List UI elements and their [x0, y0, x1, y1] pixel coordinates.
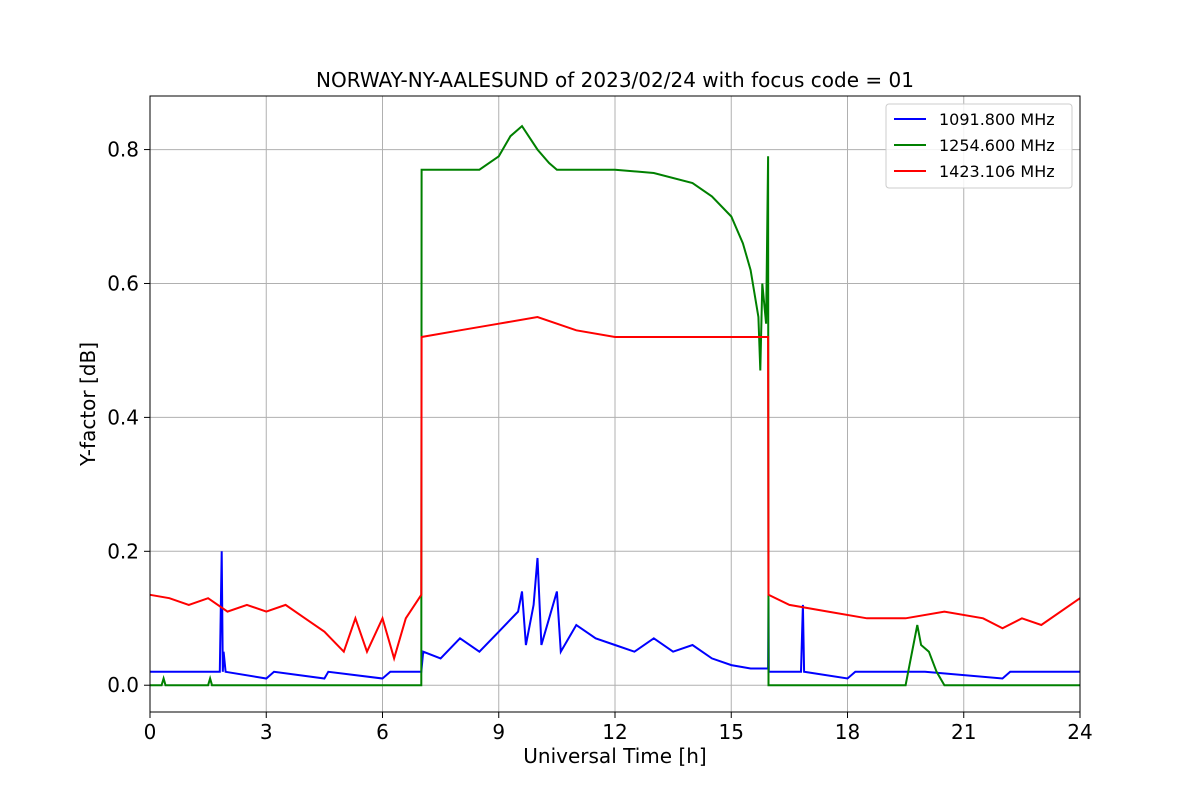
- x-tick-label: 0: [144, 720, 157, 744]
- x-tick-label: 3: [260, 720, 273, 744]
- series-line-1: [150, 551, 1080, 680]
- legend-label: 1423.106 MHz: [939, 162, 1055, 181]
- legend-box: [885, 103, 1073, 189]
- y-tick-label: 0.0: [107, 673, 139, 697]
- series-line-3: [149, 315, 1081, 662]
- y-tick-label: 0.8: [107, 138, 139, 162]
- y-tick-label: 0.2: [107, 539, 139, 563]
- x-axis-label: Universal Time [h]: [523, 744, 706, 768]
- series-layer: [149, 124, 1081, 687]
- x-tick-label: 21: [951, 720, 976, 744]
- legend-label: 1091.800 MHz: [939, 110, 1055, 129]
- legend-label: 1254.600 MHz: [939, 136, 1055, 155]
- x-tick-label: 12: [602, 720, 627, 744]
- x-tick-label: 15: [719, 720, 744, 744]
- x-tick-label: 24: [1067, 720, 1092, 744]
- y-tick-label: 0.6: [107, 271, 139, 295]
- chart-title: NORWAY-NY-AALESUND of 2023/02/24 with fo…: [316, 68, 914, 92]
- ticks: 0 3 6 9 12 15 18 21 24 0.0 0.2 0.4 0.6 0.8: [107, 138, 1093, 744]
- y-tick-label: 0.4: [107, 405, 139, 429]
- series-line-2: [150, 124, 1080, 687]
- x-tick-label: 18: [835, 720, 860, 744]
- x-tick-label: 6: [376, 720, 389, 744]
- legend: 1091.800 MHz 1254.600 MHz 1423.106 MHz: [885, 103, 1073, 189]
- y-axis-label: Y-factor [dB]: [76, 342, 100, 467]
- x-tick-label: 9: [492, 720, 505, 744]
